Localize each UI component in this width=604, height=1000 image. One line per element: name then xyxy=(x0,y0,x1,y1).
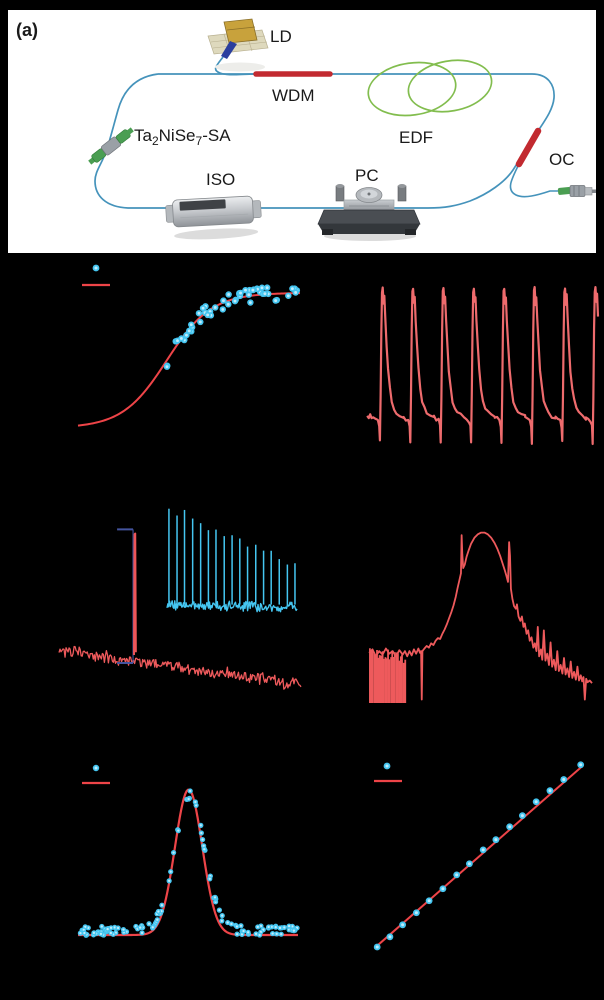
iso-device xyxy=(165,195,262,240)
ld-label: LD xyxy=(270,27,292,46)
pump-fiber xyxy=(214,56,257,76)
output-connector xyxy=(557,185,596,197)
panel-a-setup-schematic: (a) LD WDM Ta2NiSe7-SA ISO PC EDF OC xyxy=(8,10,596,253)
iso-label: ISO xyxy=(206,170,235,189)
chart-rf-spectrum xyxy=(58,508,302,690)
chart-optical-spectrum xyxy=(368,531,593,703)
chart-pulse-train xyxy=(366,285,600,446)
edf-label: EDF xyxy=(399,128,433,147)
ld-device xyxy=(207,18,269,72)
sa-label: Ta2NiSe7-SA xyxy=(134,126,231,148)
sa-connector xyxy=(88,127,134,165)
ring-fiber xyxy=(94,73,555,209)
edf-coil xyxy=(367,59,493,117)
pc-device xyxy=(317,184,421,241)
oc-coupler xyxy=(515,127,542,168)
chart-autocorrelation xyxy=(77,764,300,938)
chart-saturable-absorption xyxy=(77,264,301,427)
oc-label: OC xyxy=(549,150,575,169)
panel-tag: (a) xyxy=(16,20,38,40)
wdm-label: WDM xyxy=(272,86,314,105)
pc-label: PC xyxy=(355,166,379,185)
output-pigtail-fiber xyxy=(509,163,562,198)
panel-a-background xyxy=(8,10,596,253)
chart-output-power xyxy=(373,761,585,951)
